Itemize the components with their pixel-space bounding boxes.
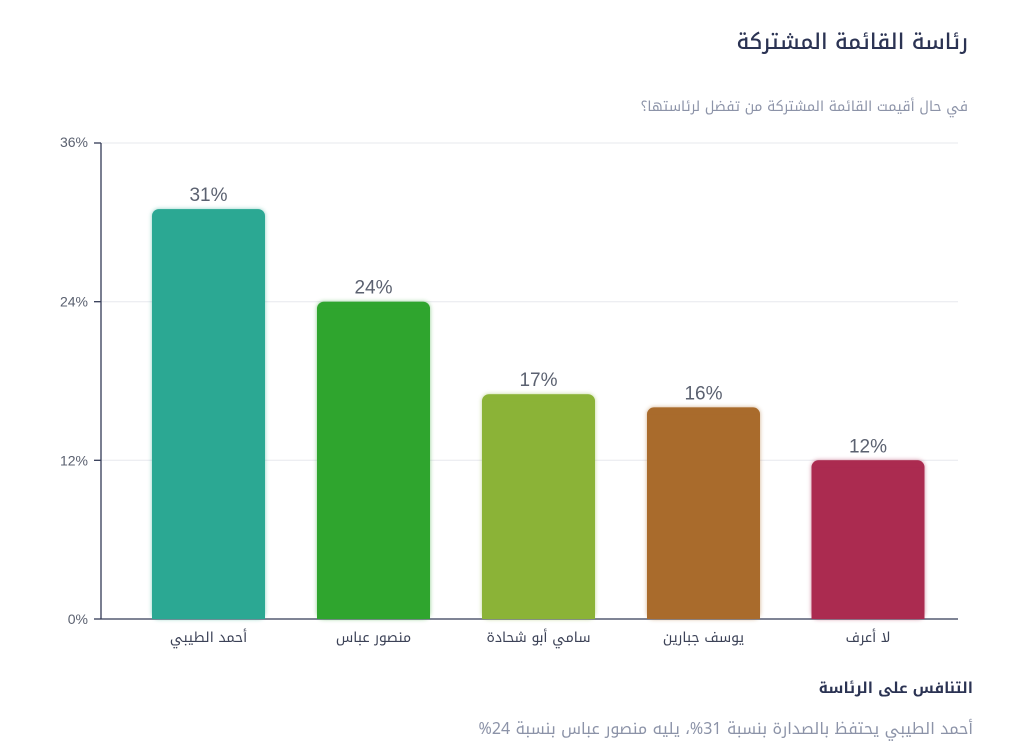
svg-text:24%: 24% xyxy=(60,294,88,310)
svg-text:12%: 12% xyxy=(60,452,88,468)
svg-text:0%: 0% xyxy=(68,611,88,627)
svg-text:يوسف جبارين: يوسف جبارين xyxy=(663,624,744,651)
svg-text:24%: 24% xyxy=(354,278,392,299)
svg-text:12%: 12% xyxy=(849,436,887,457)
svg-text:17%: 17% xyxy=(519,370,557,391)
svg-text:16%: 16% xyxy=(684,383,722,404)
svg-text:31%: 31% xyxy=(189,185,227,206)
svg-text:لا أعرف: لا أعرف xyxy=(846,624,891,651)
svg-text:أحمد الطيبي: أحمد الطيبي xyxy=(170,624,247,651)
svg-text:36%: 36% xyxy=(60,134,88,150)
svg-text:سامي أبو شحادة: سامي أبو شحادة xyxy=(486,624,590,651)
svg-text:منصور عباس: منصور عباس xyxy=(336,624,411,651)
